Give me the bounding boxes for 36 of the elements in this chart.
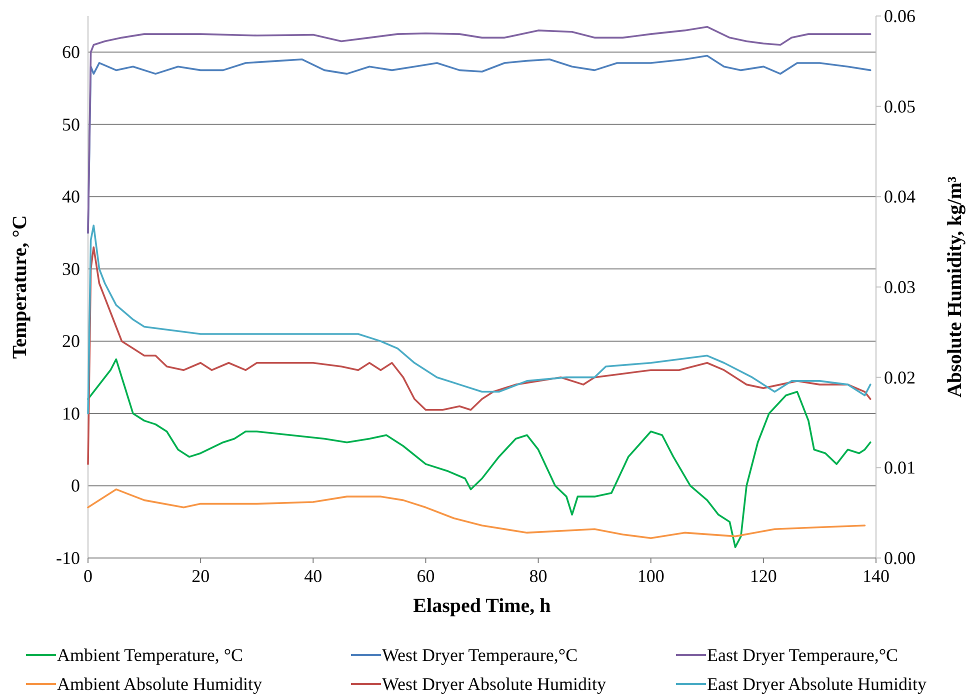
x-tick-label: 80 xyxy=(529,566,548,586)
x-tick-label: 60 xyxy=(416,566,435,586)
y-tick-label: 50 xyxy=(62,114,80,134)
y2-axis-title: Absolute Humidity, kg/m³ xyxy=(944,176,966,398)
y-tick-label: 0 xyxy=(71,476,80,496)
y2-tick-label: 0.04 xyxy=(884,186,916,207)
y2-tick-label: 0.06 xyxy=(884,6,916,26)
legend-label: West Dryer Temperaure,°C xyxy=(382,645,578,665)
line-series xyxy=(87,488,866,540)
y2-tick-label: 0.02 xyxy=(884,367,916,388)
line-series xyxy=(87,224,872,414)
x-tick-label: 20 xyxy=(192,566,210,586)
y-tick-label: -10 xyxy=(56,548,80,568)
legend-label: Ambient Temperature, °C xyxy=(57,645,244,665)
line-series xyxy=(87,358,872,548)
y-tick-label: 10 xyxy=(62,403,80,424)
x-tick-label: 100 xyxy=(637,566,664,586)
y-tick-label: 40 xyxy=(62,186,80,207)
y-tick-label: 60 xyxy=(62,42,80,62)
y-tick-label: 30 xyxy=(62,258,80,279)
legend-label: East Dryer Absolute Humidity xyxy=(707,674,926,694)
y-axis-title: Temperature, °C xyxy=(9,215,31,359)
y2-tick-label: 0.03 xyxy=(884,277,916,297)
legend-label: West Dryer Absolute Humidity xyxy=(382,674,606,694)
x-tick-label: 0 xyxy=(84,566,92,586)
legend-label: Ambient Absolute Humidity xyxy=(57,674,262,694)
y-tick-label: 20 xyxy=(62,331,80,352)
x-tick-label: 40 xyxy=(304,566,322,586)
x-tick-label: 140 xyxy=(862,566,890,586)
line-series xyxy=(87,246,872,465)
x-tick-label: 120 xyxy=(750,566,777,586)
y2-tick-label: 0.00 xyxy=(884,548,916,568)
y2-tick-label: 0.05 xyxy=(884,96,916,116)
x-axis-title: Elasped Time, h xyxy=(413,595,551,617)
y2-tick-label: 0.01 xyxy=(884,458,916,478)
legend-label: East Dryer Temperaure,°C xyxy=(707,645,898,665)
